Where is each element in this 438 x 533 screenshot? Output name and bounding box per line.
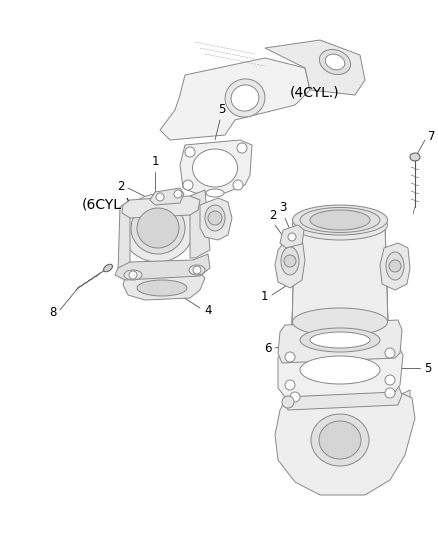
Ellipse shape <box>131 202 185 254</box>
Polygon shape <box>190 190 210 258</box>
Ellipse shape <box>205 205 225 231</box>
Ellipse shape <box>319 50 350 75</box>
Circle shape <box>389 260 401 272</box>
Circle shape <box>385 375 395 385</box>
Text: 7: 7 <box>428 131 435 143</box>
Ellipse shape <box>319 421 361 459</box>
Text: 5: 5 <box>218 103 226 116</box>
Polygon shape <box>278 345 403 397</box>
Ellipse shape <box>325 54 345 70</box>
Ellipse shape <box>124 270 142 280</box>
Circle shape <box>193 266 201 274</box>
Text: (6CYL.): (6CYL.) <box>82 198 132 212</box>
Polygon shape <box>122 196 200 218</box>
Ellipse shape <box>225 79 265 117</box>
Polygon shape <box>280 390 410 475</box>
Ellipse shape <box>311 414 369 466</box>
Ellipse shape <box>231 85 259 111</box>
Text: 1: 1 <box>261 290 268 303</box>
Polygon shape <box>123 273 205 300</box>
Ellipse shape <box>310 210 370 230</box>
Polygon shape <box>118 200 130 272</box>
Circle shape <box>183 180 193 190</box>
Circle shape <box>185 147 195 157</box>
Polygon shape <box>280 225 304 248</box>
Ellipse shape <box>386 252 404 280</box>
Text: 2: 2 <box>269 209 277 222</box>
Circle shape <box>290 392 300 402</box>
Polygon shape <box>292 225 392 325</box>
Ellipse shape <box>189 265 205 275</box>
Circle shape <box>129 271 137 279</box>
Polygon shape <box>275 235 305 288</box>
Text: 6: 6 <box>265 342 272 354</box>
Ellipse shape <box>410 153 420 161</box>
Circle shape <box>156 193 164 201</box>
Ellipse shape <box>293 205 388 235</box>
Ellipse shape <box>192 149 237 187</box>
Text: 2: 2 <box>117 180 125 192</box>
Circle shape <box>285 380 295 390</box>
Text: 3: 3 <box>279 201 287 214</box>
Ellipse shape <box>137 280 187 296</box>
Polygon shape <box>278 320 402 363</box>
Ellipse shape <box>310 332 370 348</box>
Circle shape <box>174 190 182 198</box>
Polygon shape <box>115 254 210 280</box>
Circle shape <box>282 396 294 408</box>
Ellipse shape <box>137 208 179 248</box>
Circle shape <box>288 233 296 241</box>
Polygon shape <box>200 198 232 240</box>
Text: 4: 4 <box>204 303 212 317</box>
Circle shape <box>385 348 395 358</box>
Ellipse shape <box>281 247 299 275</box>
Polygon shape <box>380 243 410 290</box>
Polygon shape <box>292 225 388 325</box>
Circle shape <box>285 352 295 362</box>
Circle shape <box>237 143 247 153</box>
Text: (4CYL.): (4CYL.) <box>290 86 340 100</box>
Polygon shape <box>283 385 402 410</box>
Text: 1: 1 <box>151 155 159 168</box>
Circle shape <box>208 211 222 225</box>
Polygon shape <box>180 140 252 195</box>
Text: 8: 8 <box>49 306 57 319</box>
Polygon shape <box>265 40 365 95</box>
Ellipse shape <box>122 194 194 262</box>
Text: 5: 5 <box>424 361 431 375</box>
Ellipse shape <box>103 264 113 272</box>
Ellipse shape <box>300 356 380 384</box>
Ellipse shape <box>293 210 388 240</box>
Ellipse shape <box>300 207 380 232</box>
Ellipse shape <box>293 308 388 336</box>
Ellipse shape <box>300 328 380 352</box>
Polygon shape <box>150 188 184 205</box>
Polygon shape <box>275 390 415 495</box>
Ellipse shape <box>206 189 224 197</box>
Circle shape <box>385 388 395 398</box>
Circle shape <box>233 180 243 190</box>
Circle shape <box>284 255 296 267</box>
Polygon shape <box>160 58 310 140</box>
